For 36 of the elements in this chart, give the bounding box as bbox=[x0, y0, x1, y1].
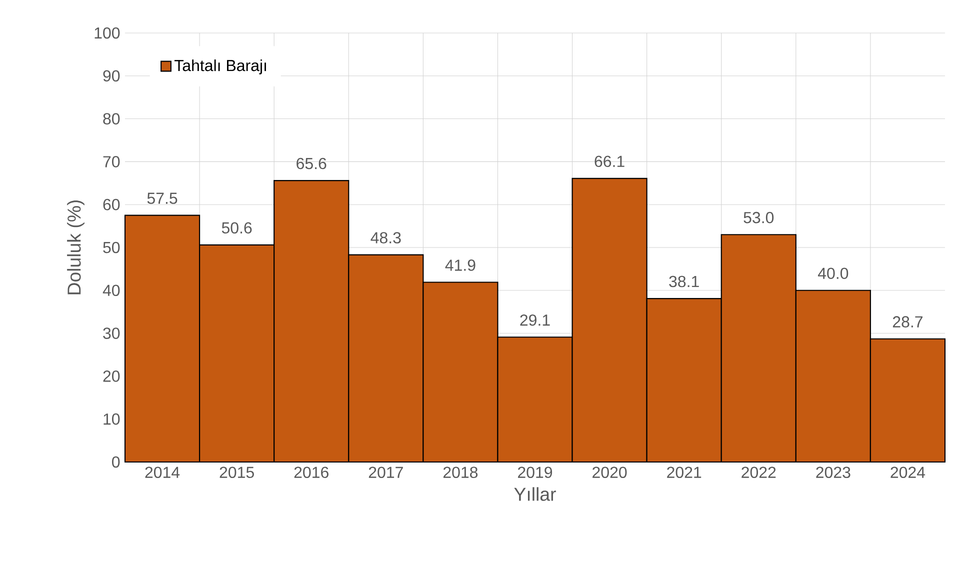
y-tick-label: 40 bbox=[102, 284, 120, 296]
y-tick-label: 60 bbox=[103, 198, 120, 210]
y-tick-label: 100 bbox=[94, 27, 120, 39]
y-tick-label: 0 bbox=[112, 456, 120, 468]
x-tick-label: 2020 bbox=[592, 466, 627, 478]
x-tick-label: 2022 bbox=[742, 466, 776, 478]
data-label: 38.1 bbox=[669, 276, 699, 288]
data-label: 65.6 bbox=[296, 158, 326, 170]
y-tick-label: 80 bbox=[103, 113, 120, 124]
x-tick-label: 2021 bbox=[667, 466, 702, 478]
y-tick-label: 70 bbox=[103, 156, 120, 168]
x-tick-label: 2017 bbox=[368, 466, 403, 478]
data-label: 57.5 bbox=[147, 192, 178, 204]
data-label: 66.1 bbox=[594, 156, 624, 168]
y-tick-label: 10 bbox=[104, 413, 120, 425]
x-axis-title: Yıllar bbox=[514, 487, 556, 501]
y-tick-label: 90 bbox=[103, 70, 120, 82]
legend-label: Tahtalı Barajı bbox=[174, 59, 266, 74]
data-label: 50.6 bbox=[222, 222, 252, 234]
y-axis-title: Doluluk (%) bbox=[67, 200, 84, 294]
data-label: 41.9 bbox=[445, 260, 476, 271]
y-tick-label: 50 bbox=[103, 242, 120, 254]
data-label: 29.1 bbox=[520, 314, 550, 326]
data-label: 53.0 bbox=[744, 212, 774, 224]
x-tick-label: 2014 bbox=[145, 466, 180, 478]
x-tick-label: 2019 bbox=[518, 466, 552, 478]
y-tick-label: 20 bbox=[103, 370, 120, 382]
y-tick-label: 30 bbox=[103, 328, 120, 339]
x-tick-label: 2018 bbox=[443, 466, 478, 478]
x-tick-label: 2016 bbox=[294, 466, 328, 478]
x-tick-label: 2024 bbox=[890, 466, 926, 478]
x-tick-label: 2023 bbox=[816, 466, 850, 478]
x-tick-label: 2015 bbox=[220, 466, 254, 478]
data-label: 40.0 bbox=[818, 268, 848, 279]
data-label: 48.3 bbox=[370, 232, 401, 244]
data-label: 28.7 bbox=[892, 316, 922, 328]
